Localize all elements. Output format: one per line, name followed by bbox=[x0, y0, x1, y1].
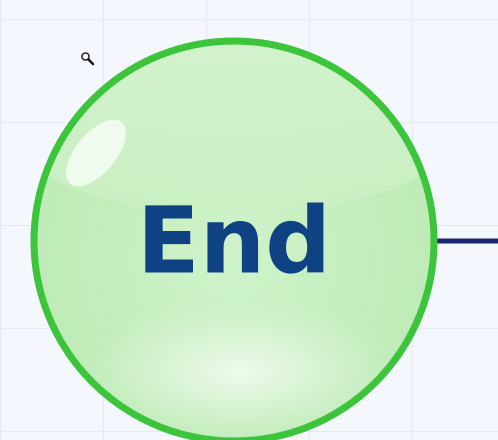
magnifier-icon bbox=[81, 52, 95, 66]
end-node-label: End bbox=[137, 188, 331, 295]
end-node[interactable]: End bbox=[0, 5, 474, 440]
end-node-highlight bbox=[66, 119, 126, 187]
end-node-border bbox=[30, 37, 438, 440]
